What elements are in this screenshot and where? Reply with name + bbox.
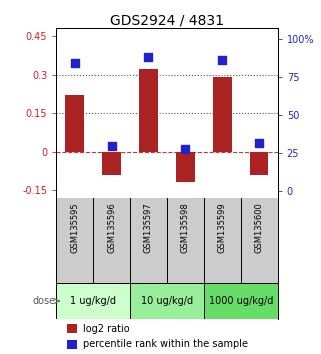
Text: 1 ug/kg/d: 1 ug/kg/d <box>70 296 116 306</box>
Point <box>109 143 114 148</box>
Bar <box>67 339 77 349</box>
Bar <box>204 282 278 319</box>
Bar <box>65 95 84 152</box>
Point <box>220 57 225 63</box>
Bar <box>67 324 77 333</box>
Bar <box>130 282 204 319</box>
Point <box>256 140 262 145</box>
Bar <box>213 77 231 152</box>
Text: percentile rank within the sample: percentile rank within the sample <box>83 339 248 349</box>
Point <box>72 61 77 66</box>
Point <box>183 146 188 152</box>
Text: dose: dose <box>32 296 56 306</box>
Bar <box>56 282 130 319</box>
Text: GSM135596: GSM135596 <box>107 202 116 253</box>
Text: 1000 ug/kg/d: 1000 ug/kg/d <box>209 296 273 306</box>
Point <box>146 55 151 60</box>
Bar <box>102 152 121 175</box>
Text: 10 ug/kg/d: 10 ug/kg/d <box>141 296 193 306</box>
Text: GSM135595: GSM135595 <box>70 202 79 253</box>
Bar <box>139 69 158 152</box>
Text: log2 ratio: log2 ratio <box>83 324 129 334</box>
Title: GDS2924 / 4831: GDS2924 / 4831 <box>110 13 224 27</box>
Bar <box>250 152 268 175</box>
Bar <box>176 152 195 182</box>
Text: GSM135597: GSM135597 <box>144 202 153 253</box>
Text: GSM135600: GSM135600 <box>255 202 264 253</box>
Text: GSM135598: GSM135598 <box>181 202 190 253</box>
Text: GSM135599: GSM135599 <box>218 202 227 253</box>
